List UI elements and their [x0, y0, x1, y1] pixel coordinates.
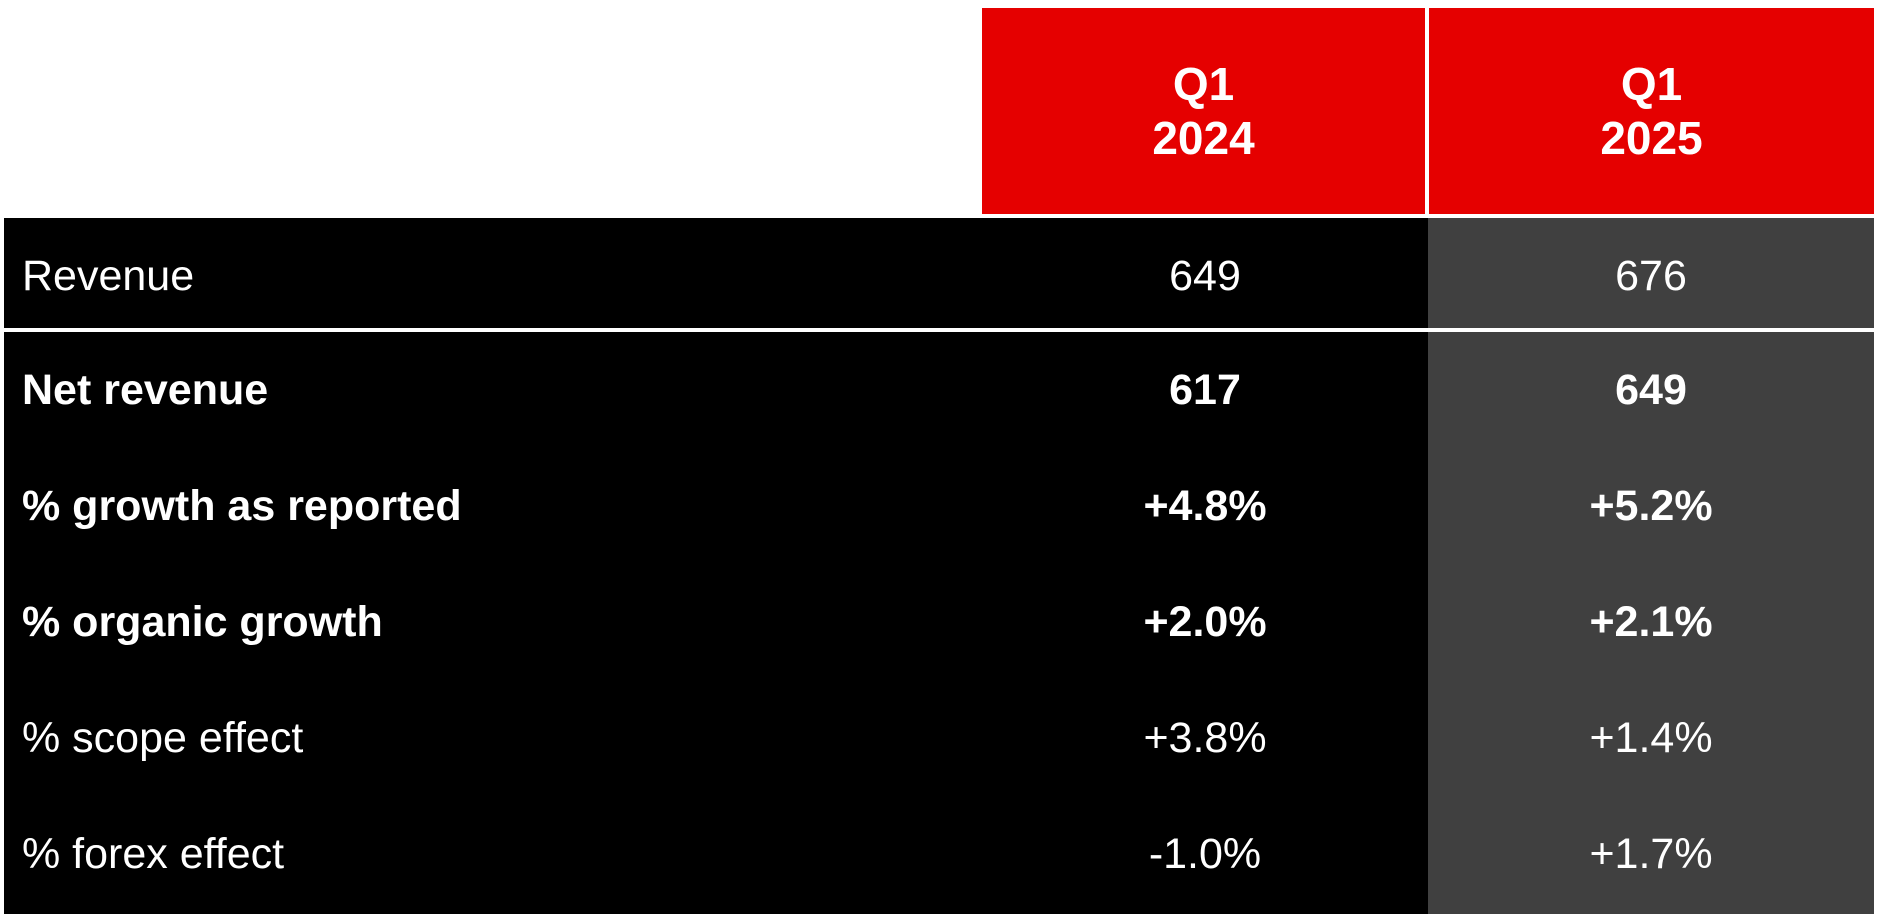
- column-header-q1-2024-line1: Q1: [1172, 58, 1235, 110]
- cell-q1-2024: +4.8%: [1143, 481, 1267, 530]
- table-body: Revenue 649 676 Net revenue 617 649 % gr…: [4, 218, 1874, 914]
- cell-q1-2024: 617: [1169, 365, 1241, 414]
- cell-q1-2024: +2.0%: [1143, 597, 1267, 646]
- column-q1-2025-background: [1428, 218, 1874, 914]
- row-label: % forex effect: [22, 829, 285, 878]
- cell-q1-2024: 649: [1169, 251, 1241, 300]
- table-row-scope-effect: % scope effect +3.8% +1.4%: [4, 680, 1874, 796]
- header-label-line2: (in millions of euros, underlying data): [30, 115, 750, 164]
- table-row-growth-as-reported: % growth as reported +4.8% +5.2%: [4, 448, 1874, 564]
- column-header-q1-2025-line2: 2025: [1600, 112, 1703, 164]
- row-label: % growth as reported: [22, 481, 462, 530]
- cell-q1-2025: 676: [1615, 251, 1687, 300]
- cell-q1-2025: +5.2%: [1589, 481, 1713, 530]
- table-row-organic-growth: % organic growth +2.0% +2.1%: [4, 564, 1874, 680]
- row-label: Net revenue: [22, 365, 269, 414]
- table-row-forex-effect: % forex effect -1.0% +1.7%: [4, 796, 1874, 912]
- column-header-q1-2025: Q1 2025: [1429, 8, 1874, 214]
- column-header-q1-2025-line1: Q1: [1620, 58, 1683, 110]
- row-label: % scope effect: [22, 713, 304, 762]
- cell-q1-2025: +1.4%: [1589, 713, 1713, 762]
- cell-q1-2024: +3.8%: [1143, 713, 1267, 762]
- header-label-line1: Net revenue Amounts: [30, 63, 454, 112]
- cell-q1-2025: +1.7%: [1589, 829, 1713, 878]
- table-row-net-revenue: Net revenue 617 649: [4, 332, 1874, 448]
- cell-q1-2024: -1.0%: [1148, 829, 1262, 878]
- cell-q1-2025: +2.1%: [1589, 597, 1713, 646]
- row-label: Revenue: [22, 251, 195, 300]
- row-separator: [4, 328, 1874, 332]
- cell-q1-2025: 649: [1615, 365, 1687, 414]
- column-header-q1-2024: Q1 2024: [982, 8, 1425, 214]
- column-header-q1-2024-line2: 2024: [1152, 112, 1255, 164]
- row-label: % organic growth: [22, 597, 383, 646]
- table-row-revenue: Revenue 649 676: [4, 218, 1874, 334]
- table-header-label: Net revenue Amounts (in millions of euro…: [30, 62, 960, 166]
